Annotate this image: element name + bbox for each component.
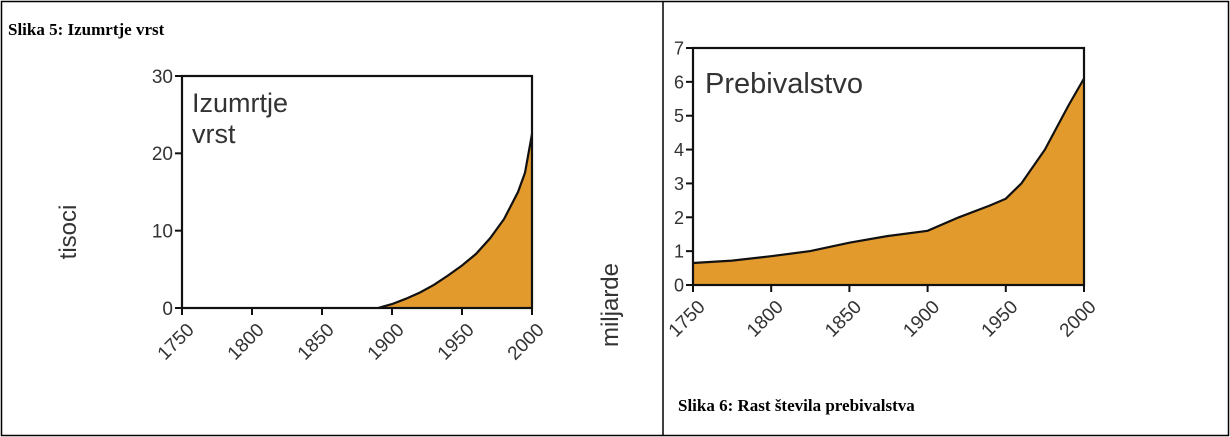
chart-title: Prebivalstvo [705,68,863,100]
area-fill [378,134,532,308]
y-tick-label: 30 [152,67,173,88]
caption-right: Slika 6: Rast števila prebivalstva [678,396,915,415]
y-tick-label: 0 [162,299,173,320]
y-tick-label: 0 [674,275,684,295]
x-tick-label: 1950 [978,297,1023,342]
series-line [377,133,534,310]
y-tick-label: 3 [674,174,684,194]
y-axis-label-population: miljarde [597,263,624,347]
y-tick-label: 7 [674,38,684,58]
chart-title: Izumrtje [192,88,288,118]
plot-frame [691,46,1086,287]
y-tick-label: 5 [674,106,684,126]
x-tick-label: 1800 [224,320,269,365]
x-tick-label: 1900 [364,320,409,365]
chart-extinction: 0 10 20 30 1750 1800 1850 1900 1950 2000 Izumrtjev… [55,67,624,365]
x-tick-label: 1750 [665,297,710,342]
x-tick-label: 1900 [899,297,944,342]
x-tick-label: 1850 [821,297,866,342]
x-tick-label: 1950 [434,320,479,365]
y-tick-label: 20 [152,144,173,165]
caption-left: Slika 5: Izumrtje vrst [8,20,165,39]
plot-frame [180,74,534,310]
x-tick-label: 1750 [154,320,199,365]
x-tick-label: 1800 [743,297,788,342]
x-tick-label: 1850 [294,320,339,365]
y-axis-label: tisoci [55,205,82,260]
chart-title: vrst [192,119,236,149]
area-fill [693,78,1084,285]
series-line [692,77,1085,265]
y-tick-label: 6 [674,72,684,92]
y-tick-label: 2 [674,208,684,228]
chart-population: 0 1 2 3 4 5 6 7 1750 1800 1850 1900 1950 2000 Prebival… [665,38,1101,342]
x-tick-label: 2000 [1056,297,1101,342]
y-tick-label: 1 [674,242,684,262]
x-tick-label: 2000 [504,320,549,365]
y-tick-label: 10 [152,222,173,243]
y-tick-label: 4 [674,140,684,160]
